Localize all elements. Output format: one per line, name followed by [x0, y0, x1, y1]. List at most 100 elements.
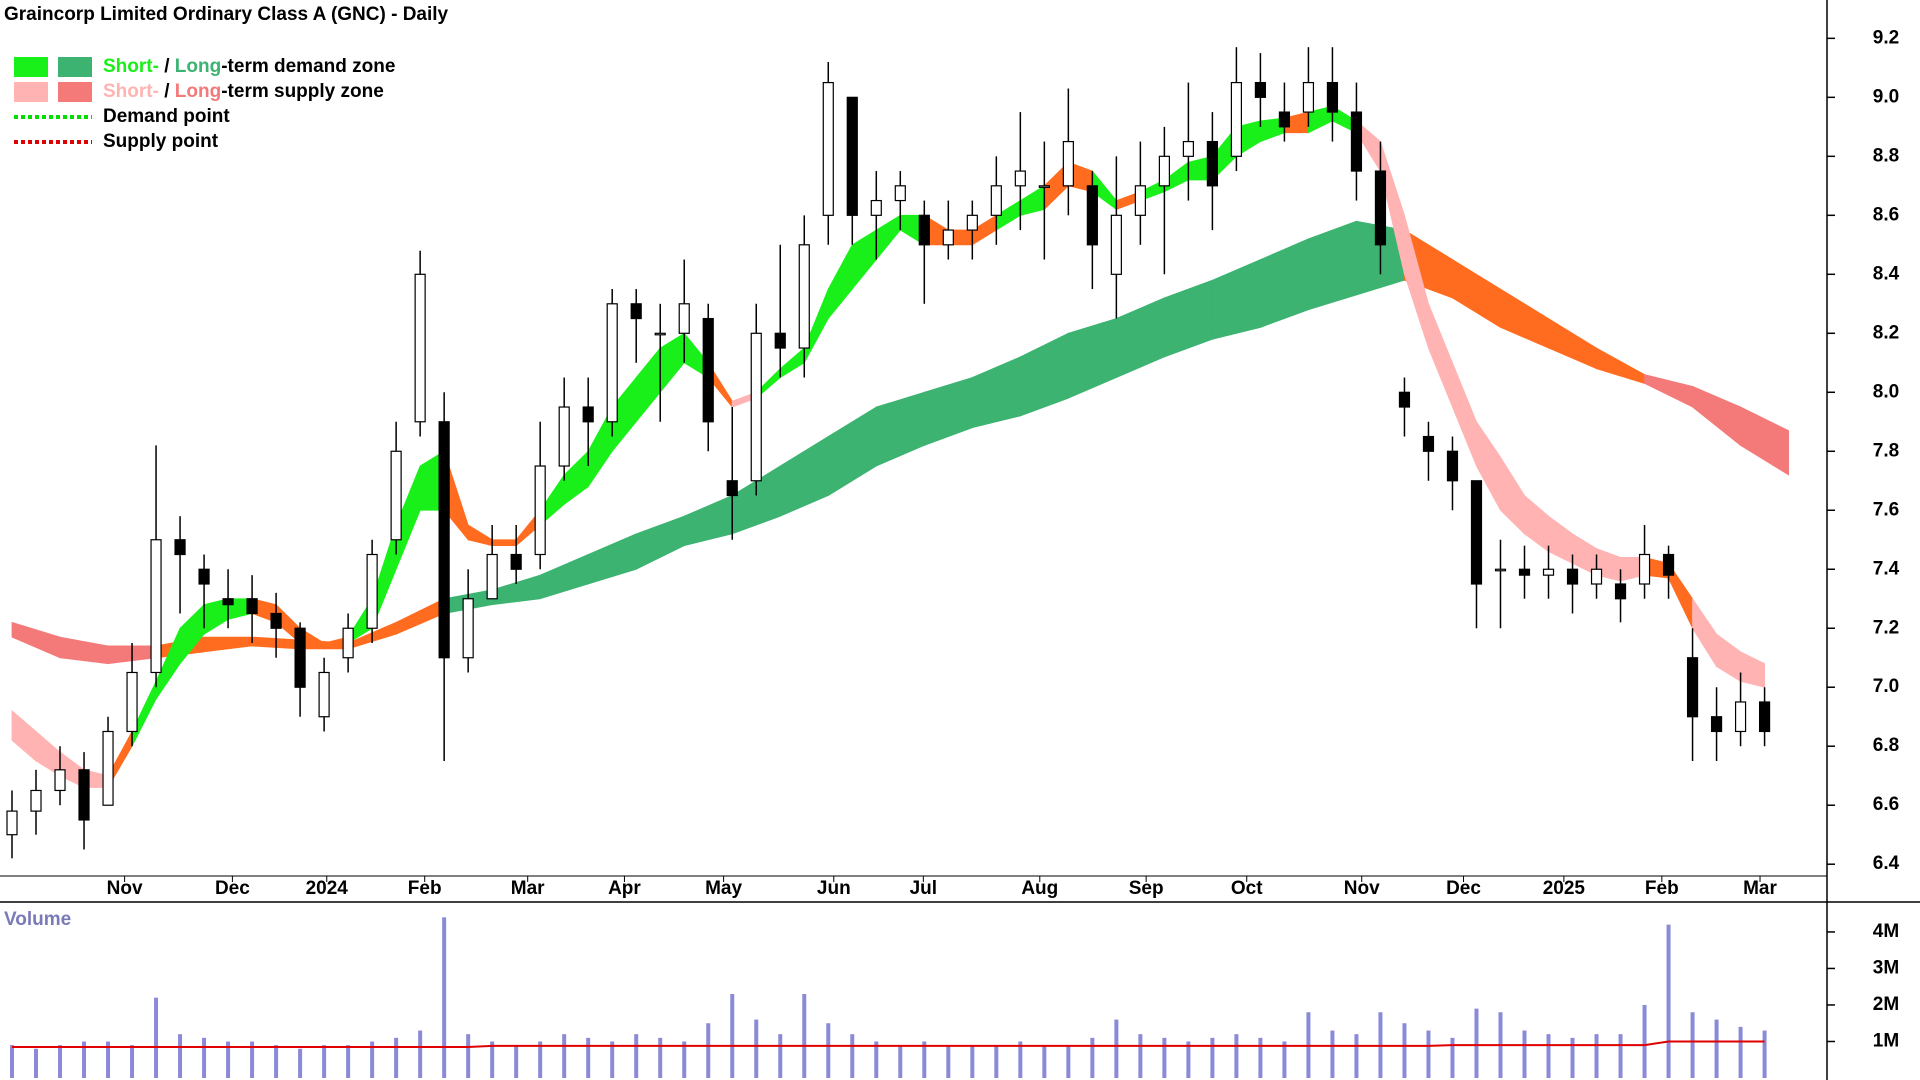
legend-text: -term demand zone — [221, 56, 395, 77]
volume-bar — [106, 1041, 111, 1078]
candle-body — [294, 627, 306, 688]
candle-body — [30, 789, 42, 812]
candle-body — [1278, 111, 1291, 128]
x-tick-label: Mar — [511, 878, 545, 899]
y-tick-label: 2M — [1873, 994, 1899, 1015]
candle-body — [1158, 155, 1170, 187]
candle-body — [654, 332, 666, 336]
y-tick-label: 7.8 — [1873, 440, 1899, 461]
candle-body — [1038, 185, 1050, 188]
candle-body — [678, 303, 690, 334]
y-tick-label: 7.2 — [1873, 617, 1899, 638]
x-tick-label: Apr — [608, 878, 641, 899]
candle-body — [54, 769, 66, 792]
volume-bar — [1282, 1041, 1287, 1078]
candle-body — [1206, 140, 1218, 187]
volume-bar — [538, 1041, 543, 1078]
volume-bar — [1210, 1037, 1215, 1078]
volume-bar — [1666, 924, 1671, 1078]
volume-bar — [682, 1041, 687, 1078]
x-tick-label: 2024 — [306, 878, 349, 899]
candle-body — [1734, 701, 1747, 733]
volume-bar — [778, 1034, 783, 1078]
candle-body — [942, 229, 954, 246]
legend-text: Supply point — [103, 131, 219, 152]
candle-body — [1638, 553, 1651, 585]
candle-body — [390, 450, 402, 541]
x-tick-label: Oct — [1231, 878, 1263, 899]
volume-bar — [1330, 1030, 1335, 1078]
volume-bar — [274, 1045, 279, 1078]
legend-label: Short- / Long-term supply zone — [103, 81, 384, 102]
volume-bar — [514, 1045, 519, 1078]
volume-bar — [1714, 1019, 1719, 1078]
y-tick-label: 6.8 — [1873, 735, 1899, 756]
x-tick-label: Sep — [1129, 878, 1164, 899]
volume-bar — [946, 1045, 951, 1078]
candle-body — [702, 317, 714, 423]
volume-bar — [1162, 1037, 1167, 1078]
candle-body — [438, 421, 450, 659]
volume-bar — [1402, 1023, 1407, 1078]
y-tick-label: 7.6 — [1873, 499, 1899, 520]
candle-body — [510, 553, 522, 570]
candle-body — [1446, 450, 1459, 482]
volume-bar — [562, 1034, 567, 1078]
volume-bar — [1450, 1037, 1455, 1078]
volume-bar — [1522, 1030, 1527, 1078]
volume-bar — [466, 1034, 471, 1078]
x-tick-label: 2025 — [1543, 878, 1586, 899]
candle-body — [150, 539, 162, 674]
legend-text: Demand point — [103, 106, 230, 127]
legend-swatch — [58, 82, 92, 102]
y-tick-label: 7.0 — [1873, 676, 1899, 697]
volume-bar — [658, 1037, 663, 1078]
y-tick-label: 4M — [1873, 921, 1899, 942]
candle-body — [1518, 568, 1531, 576]
x-tick-label: Dec — [1446, 878, 1481, 899]
legend-swatch — [14, 57, 48, 77]
volume-bar — [1090, 1037, 1095, 1078]
candle-body — [1014, 170, 1026, 187]
candle-body — [870, 199, 882, 216]
candle-body — [1494, 568, 1507, 572]
volume-bar — [10, 1045, 15, 1078]
candle-body — [174, 539, 186, 556]
legend-text: / — [159, 56, 175, 77]
candle-body — [1374, 170, 1387, 246]
volume-bar — [634, 1034, 639, 1078]
candle-body — [1422, 435, 1435, 452]
candle-body — [726, 480, 738, 497]
legend-text: Long — [175, 81, 221, 102]
legend-swatch — [14, 82, 48, 102]
candle-body — [1254, 81, 1267, 98]
legend-label: Demand point — [103, 106, 230, 127]
volume-bar — [490, 1041, 495, 1078]
y-tick-label: 9.2 — [1873, 27, 1899, 48]
volume-bar — [346, 1045, 351, 1078]
candle-body — [1086, 185, 1098, 246]
y-tick-label: 8.6 — [1873, 204, 1899, 225]
volume-average — [12, 1040, 1765, 1048]
volume-bar — [1594, 1034, 1599, 1078]
volume-bar — [850, 1034, 855, 1078]
candle-body — [558, 406, 570, 467]
volume-bar — [874, 1041, 879, 1078]
volume-bar — [1258, 1037, 1263, 1078]
volume-bar — [1234, 1034, 1239, 1078]
x-tick-label: Mar — [1743, 878, 1777, 899]
volume-bar — [826, 1023, 831, 1078]
volume-bar — [1570, 1037, 1575, 1078]
x-tick-label: Aug — [1021, 878, 1058, 899]
volume-bar — [34, 1048, 39, 1078]
volume-bar — [226, 1041, 231, 1078]
volume-bar — [442, 917, 447, 1078]
candle-body — [486, 553, 498, 600]
candle-body — [6, 810, 18, 836]
candle-body — [582, 406, 594, 423]
volume-bar — [1762, 1030, 1767, 1078]
y-tick-label: 3M — [1873, 957, 1899, 978]
volume-bar — [1066, 1045, 1071, 1078]
candle-body — [774, 332, 786, 349]
